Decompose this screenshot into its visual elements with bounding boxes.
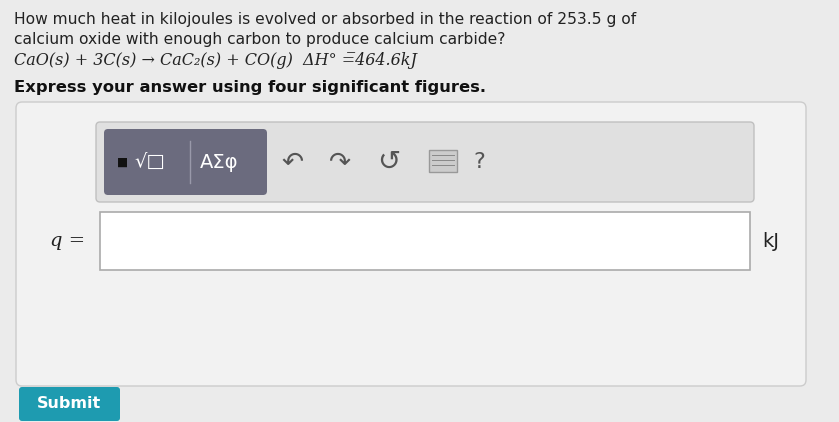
Text: Express your answer using four significant figures.: Express your answer using four significa… [14, 80, 486, 95]
FancyBboxPatch shape [16, 102, 806, 386]
FancyBboxPatch shape [429, 150, 457, 172]
FancyBboxPatch shape [100, 212, 750, 270]
FancyBboxPatch shape [19, 387, 120, 421]
Text: AΣφ: AΣφ [200, 152, 238, 171]
FancyBboxPatch shape [104, 129, 267, 195]
Text: calcium oxide with enough carbon to produce calcium carbide?: calcium oxide with enough carbon to prod… [14, 32, 506, 47]
Text: CaO(s) + 3C(s) → CaC₂(s) + CO(g)  ΔH° =̅464.6kJ: CaO(s) + 3C(s) → CaC₂(s) + CO(g) ΔH° =̅4… [14, 52, 417, 69]
Text: √□: √□ [134, 151, 164, 170]
Text: ↺: ↺ [377, 148, 400, 176]
Text: q =: q = [50, 232, 85, 250]
Text: Submit: Submit [38, 397, 102, 411]
Text: kJ: kJ [762, 232, 779, 251]
Text: ?: ? [473, 152, 485, 172]
Text: ↶: ↶ [281, 150, 303, 176]
Text: ↷: ↷ [329, 150, 352, 176]
FancyBboxPatch shape [96, 122, 754, 202]
Text: How much heat in kilojoules is evolved or absorbed in the reaction of 253.5 g of: How much heat in kilojoules is evolved o… [14, 12, 636, 27]
Text: ■: ■ [117, 155, 128, 168]
